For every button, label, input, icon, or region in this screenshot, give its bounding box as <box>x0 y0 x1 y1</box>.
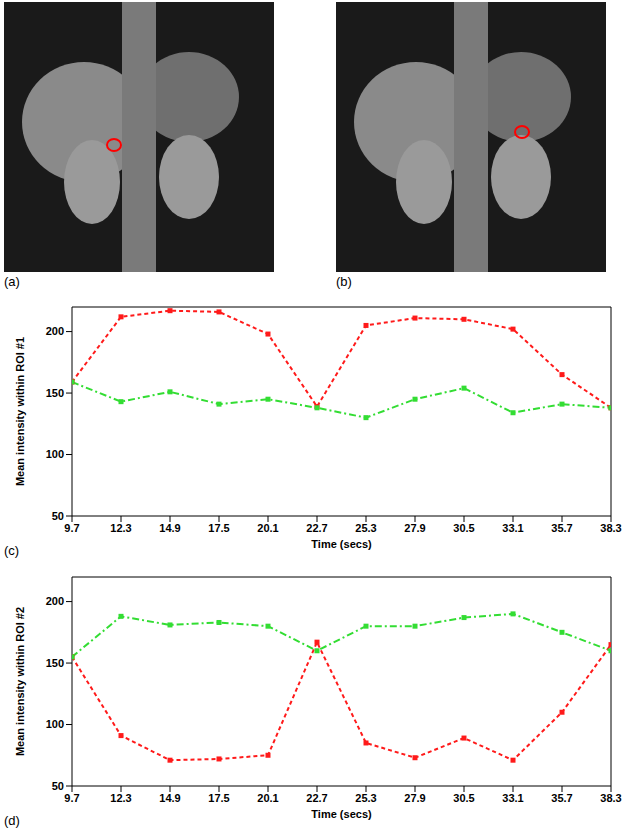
svg-text:30.5: 30.5 <box>453 522 474 534</box>
svg-text:200: 200 <box>46 325 64 337</box>
svg-text:14.9: 14.9 <box>159 792 180 804</box>
svg-text:Time (secs): Time (secs) <box>311 538 372 550</box>
svg-text:38.3: 38.3 <box>600 792 621 804</box>
svg-text:27.9: 27.9 <box>404 522 425 534</box>
svg-text:20.1: 20.1 <box>257 522 278 534</box>
svg-text:100: 100 <box>46 718 64 730</box>
svg-text:14.9: 14.9 <box>159 522 180 534</box>
svg-text:9.7: 9.7 <box>64 792 79 804</box>
svg-text:100: 100 <box>46 448 64 460</box>
svg-text:35.7: 35.7 <box>551 792 572 804</box>
svg-text:17.5: 17.5 <box>208 522 229 534</box>
svg-text:9.7: 9.7 <box>64 522 79 534</box>
svg-text:200: 200 <box>46 595 64 607</box>
svg-text:150: 150 <box>46 657 64 669</box>
svg-text:25.3: 25.3 <box>355 792 376 804</box>
html-text:(d): (d) <box>4 813 20 828</box>
svg-text:Time (secs): Time (secs) <box>311 808 372 820</box>
html-text:(b): (b) <box>336 274 352 289</box>
svg-text:150: 150 <box>46 387 64 399</box>
svg-text:12.3: 12.3 <box>110 792 131 804</box>
svg-text:12.3: 12.3 <box>110 522 131 534</box>
svg-text:27.9: 27.9 <box>404 792 425 804</box>
svg-text:33.1: 33.1 <box>502 522 523 534</box>
svg-text:Mean intensity within ROI #1: Mean intensity within ROI #1 <box>14 337 26 486</box>
svg-text:50: 50 <box>52 510 64 522</box>
html-text:(a): (a) <box>4 274 20 289</box>
svg-text:Mean intensity within ROI #2: Mean intensity within ROI #2 <box>14 607 26 756</box>
svg-text:25.3: 25.3 <box>355 522 376 534</box>
svg-text:50: 50 <box>52 780 64 792</box>
svg-text:17.5: 17.5 <box>208 792 229 804</box>
svg-text:22.7: 22.7 <box>306 522 327 534</box>
svg-text:22.7: 22.7 <box>306 792 327 804</box>
svg-text:20.1: 20.1 <box>257 792 278 804</box>
svg-text:30.5: 30.5 <box>453 792 474 804</box>
svg-text:33.1: 33.1 <box>502 792 523 804</box>
html-text:(c): (c) <box>4 543 20 558</box>
svg-text:35.7: 35.7 <box>551 522 572 534</box>
svg-text:38.3: 38.3 <box>600 522 621 534</box>
